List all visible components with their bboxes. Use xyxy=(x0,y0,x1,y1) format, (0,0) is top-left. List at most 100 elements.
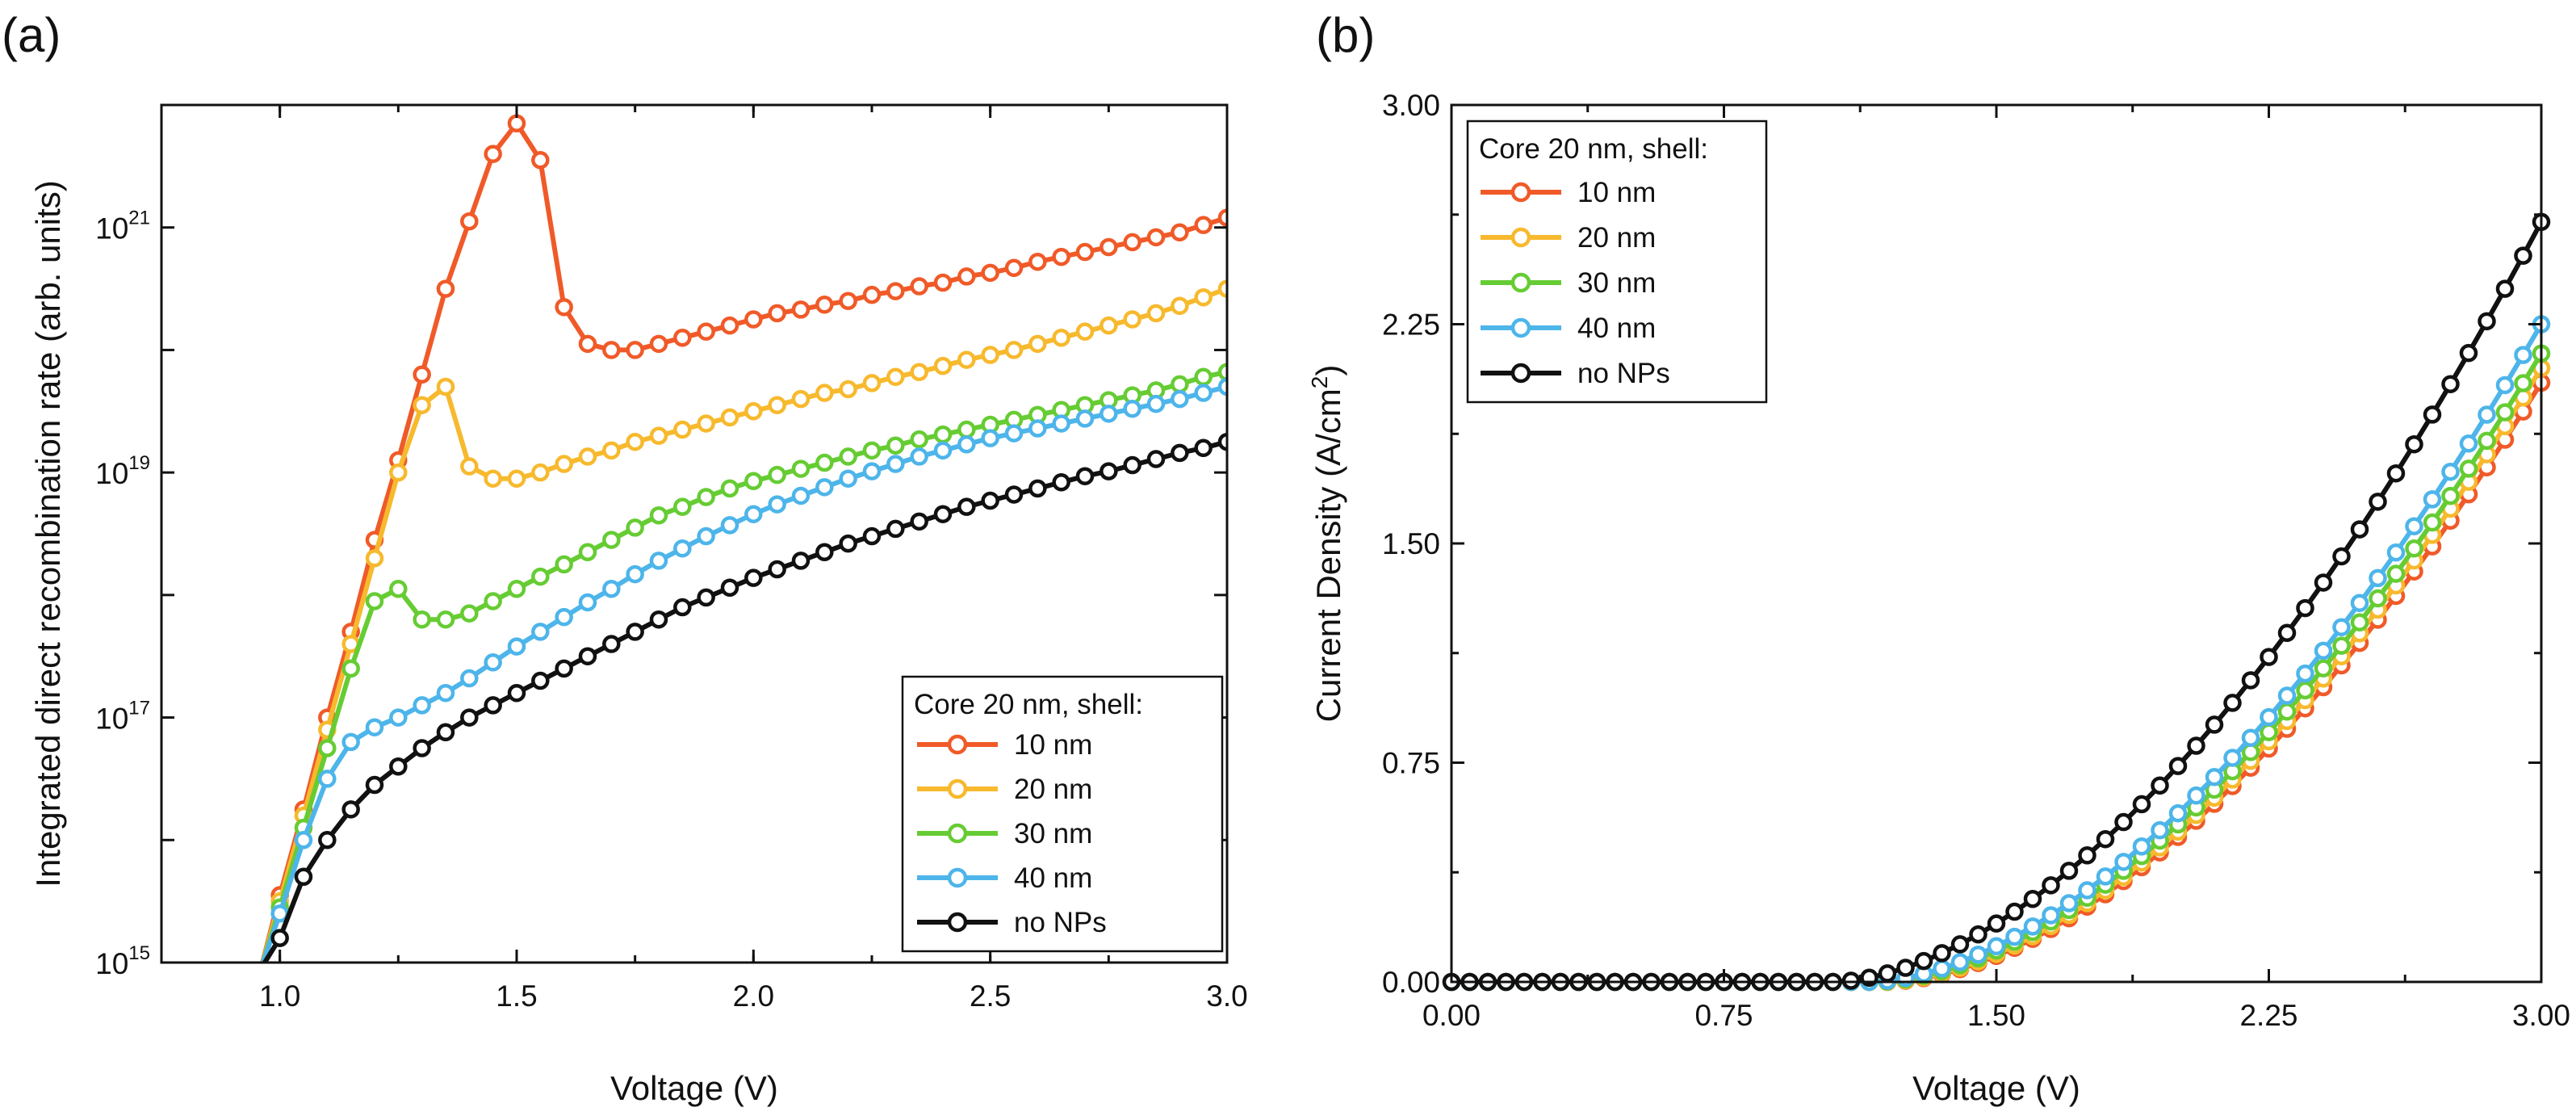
data-point-a xyxy=(957,497,976,516)
data-point-a xyxy=(768,465,786,484)
data-point-a xyxy=(578,334,597,354)
data-point-a xyxy=(839,292,857,310)
data-point-b xyxy=(2478,312,2496,331)
data-point-b xyxy=(2514,346,2532,364)
data-point-a xyxy=(1194,216,1213,234)
data-point-b xyxy=(2151,776,2169,795)
data-point-b xyxy=(2495,279,2515,298)
data-point-a xyxy=(1171,296,1189,316)
data-point-b xyxy=(2441,486,2460,505)
data-point-a xyxy=(886,436,905,455)
data-point-a xyxy=(1004,258,1024,278)
chart-a: 1.0 1.5 2.0 2.5 3.0 1015 1017 1019 1021 Voltage (… xyxy=(29,103,1248,1107)
plot-frame-a xyxy=(160,103,1229,964)
data-point-a xyxy=(294,867,313,887)
data-point-b xyxy=(1914,951,1933,971)
x-tick-label-a: 1.5 xyxy=(496,979,537,1013)
data-point-a xyxy=(862,526,882,546)
data-point-b xyxy=(1987,937,2006,956)
data-point-a xyxy=(507,114,526,133)
data-point-b xyxy=(2241,671,2260,690)
legend-label-a: 10 nm xyxy=(1014,729,1092,761)
data-point-b xyxy=(1933,959,1951,978)
data-point-b xyxy=(2332,636,2351,655)
data-point-a xyxy=(910,447,928,466)
data-point-b xyxy=(2260,707,2278,727)
legend-marker-b xyxy=(1510,227,1531,248)
y-tick-label-a: 1017 xyxy=(95,698,150,736)
series-b-3 xyxy=(1442,315,2551,992)
data-point-a xyxy=(1075,242,1095,262)
series-a-3 xyxy=(260,377,1227,963)
chart-b: 0.00 0.75 1.50 2.25 3.00 0.00 0.75 1.50 2.25 3.00… xyxy=(1307,89,2570,1107)
data-point-a xyxy=(1100,316,1118,335)
data-point-b xyxy=(2459,434,2478,453)
x-tick-label-a: 1.0 xyxy=(259,979,300,1013)
data-point-a xyxy=(910,430,928,449)
data-point-a xyxy=(626,518,644,537)
data-point-a xyxy=(578,543,597,562)
data-point-b xyxy=(2005,902,2024,921)
data-point-a xyxy=(578,593,597,612)
data-point-a xyxy=(1217,377,1227,396)
data-point-a xyxy=(649,334,668,354)
data-point-a xyxy=(744,568,763,587)
data-point-a xyxy=(1075,409,1095,428)
data-point-a xyxy=(744,472,763,491)
data-point-a xyxy=(389,708,408,727)
data-point-a xyxy=(697,488,715,506)
data-point-a xyxy=(578,447,597,466)
data-point-a xyxy=(1171,375,1189,394)
data-point-a xyxy=(389,463,408,482)
data-point-a xyxy=(460,212,479,231)
data-point-b xyxy=(1950,953,1970,971)
data-point-a xyxy=(436,683,455,703)
data-point-b xyxy=(2423,513,2442,532)
data-point-b xyxy=(2277,702,2297,721)
data-point-a xyxy=(744,402,763,421)
data-point-a xyxy=(413,365,431,384)
data-point-a xyxy=(484,145,502,163)
data-point-a xyxy=(1028,334,1047,354)
data-point-b xyxy=(2296,598,2314,618)
legend-marker-b xyxy=(1510,317,1531,338)
data-point-b xyxy=(2277,686,2297,705)
data-point-b xyxy=(2114,853,2133,871)
data-point-a xyxy=(673,497,692,516)
data-point-a xyxy=(957,420,976,439)
legend-marker-a xyxy=(947,823,968,844)
x-tick-label-b: 0.75 xyxy=(1694,999,1753,1032)
data-point-a xyxy=(436,279,455,298)
data-point-a xyxy=(957,350,976,369)
data-point-a xyxy=(555,298,573,317)
data-point-a xyxy=(839,380,857,399)
data-point-a xyxy=(981,429,999,447)
data-point-b xyxy=(2332,547,2351,566)
data-point-a xyxy=(933,441,953,460)
y-tick-label-a: 1015 xyxy=(95,942,150,980)
x-tick-label-a: 2.0 xyxy=(733,979,774,1013)
data-point-a xyxy=(270,929,289,947)
data-point-a xyxy=(626,623,644,641)
data-point-b xyxy=(2023,917,2042,936)
data-point-a xyxy=(555,659,573,678)
data-point-a xyxy=(815,384,834,402)
data-point-b xyxy=(2023,890,2042,908)
data-point-a xyxy=(413,610,431,629)
data-point-a xyxy=(1146,450,1166,468)
data-point-a xyxy=(1004,485,1024,504)
data-point-b xyxy=(2241,728,2260,747)
legend-label-b: 10 nm xyxy=(1577,177,1656,208)
data-point-b xyxy=(2205,715,2224,734)
data-point-a xyxy=(815,453,834,472)
data-point-a xyxy=(555,455,573,473)
data-point-b xyxy=(2350,613,2369,632)
data-point-a xyxy=(886,455,905,473)
data-point-b xyxy=(2369,493,2387,511)
data-point-a xyxy=(1123,455,1141,475)
data-point-b xyxy=(1933,944,1951,963)
panel-b-label: (b) xyxy=(1316,8,1375,62)
data-point-a xyxy=(649,505,668,525)
data-point-a xyxy=(720,578,739,598)
data-point-a xyxy=(365,592,384,610)
